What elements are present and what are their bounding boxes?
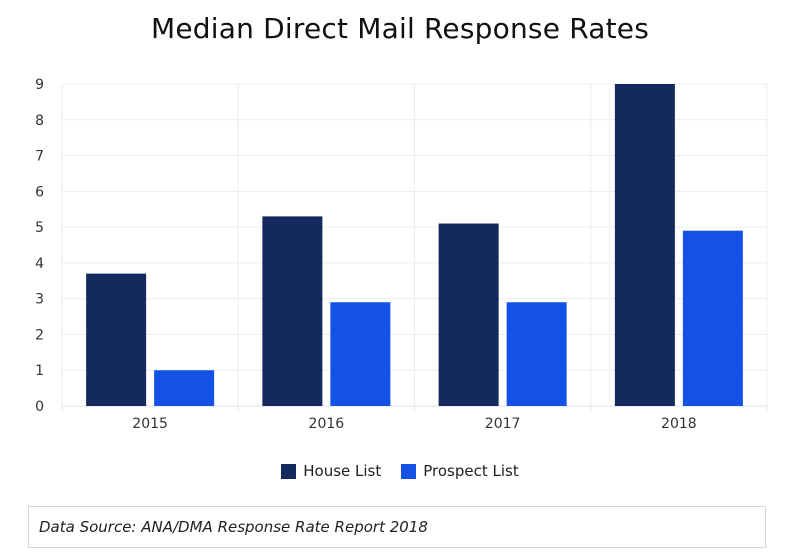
y-tick-label-2: 2 xyxy=(35,327,44,343)
bar-prospect-list-2016 xyxy=(330,302,391,406)
data-source-text: Data Source: ANA/DMA Response Rate Repor… xyxy=(39,518,428,536)
chart-legend: House List Prospect List xyxy=(0,462,800,480)
x-tick-label-2017: 2017 xyxy=(485,416,521,432)
y-tick-label-8: 8 xyxy=(35,113,44,129)
bar-prospect-list-2015 xyxy=(154,370,215,406)
chart-title: Median Direct Mail Response Rates xyxy=(150,12,650,45)
bar-house-list-2018 xyxy=(614,84,675,406)
legend-label-prospect-list: Prospect List xyxy=(423,462,519,480)
legend-item-house-list[interactable]: House List xyxy=(281,462,381,480)
bar-prospect-list-2018 xyxy=(682,230,743,406)
y-tick-label-4: 4 xyxy=(35,256,44,272)
y-tick-label-7: 7 xyxy=(35,149,44,165)
legend-swatch-prospect-list xyxy=(401,463,417,479)
y-tick-label-3: 3 xyxy=(35,292,44,308)
data-source-note: Data Source: ANA/DMA Response Rate Repor… xyxy=(28,506,766,548)
legend-item-prospect-list[interactable]: Prospect List xyxy=(401,462,519,480)
y-tick-label-9: 9 xyxy=(35,77,44,93)
legend-label-house-list: House List xyxy=(303,462,382,480)
y-tick-label-5: 5 xyxy=(35,220,44,236)
bar-house-list-2017 xyxy=(438,223,499,406)
legend-swatch-house-list xyxy=(281,463,297,479)
x-tick-label-2018: 2018 xyxy=(661,416,697,432)
bar-prospect-list-2017 xyxy=(506,302,567,406)
x-tick-label-2015: 2015 xyxy=(132,416,168,432)
y-tick-label-6: 6 xyxy=(35,184,44,200)
bar-house-list-2015 xyxy=(86,273,147,406)
x-tick-label-2016: 2016 xyxy=(309,416,345,432)
bar-house-list-2016 xyxy=(262,216,323,406)
y-tick-label-1: 1 xyxy=(35,363,44,379)
y-tick-label-0: 0 xyxy=(35,399,44,415)
